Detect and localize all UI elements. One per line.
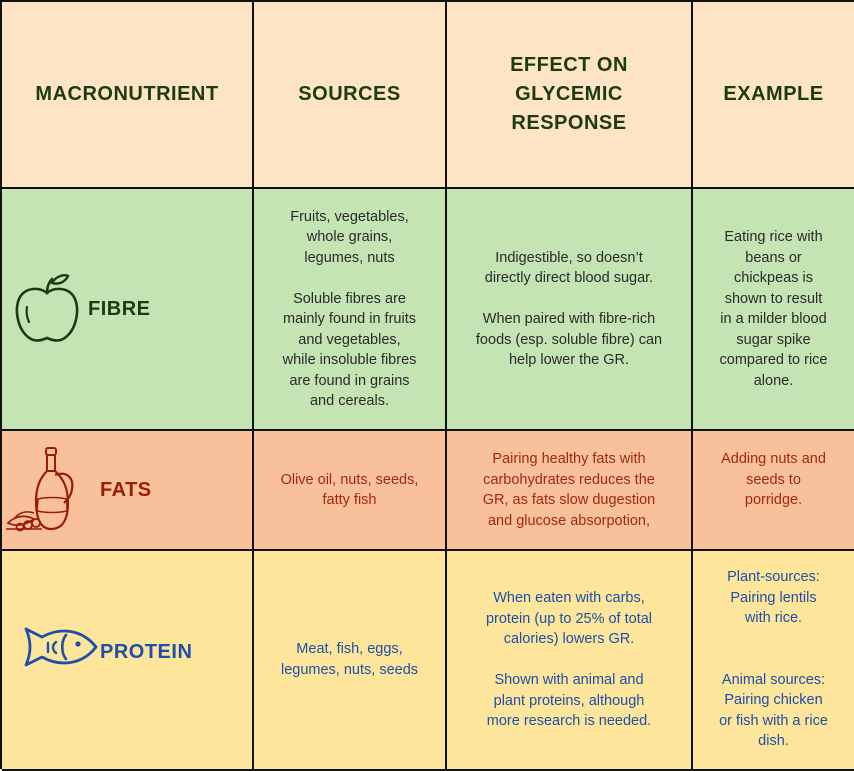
fibre-sources-line-9: are found in grains (283, 371, 417, 392)
fibre-example: Eating rice with beans or chickpeas is s… (693, 189, 854, 431)
protein-example-text: Plant-sources: Pairing lentils with rice… (719, 567, 828, 752)
protein-effect: When eaten with carbs, protein (up to 25… (447, 551, 693, 771)
protein-effect-line-1: When eaten with carbs, (486, 588, 652, 609)
header-effect-line-1: EFFECT ON (510, 51, 628, 80)
protein-example-line-7: Pairing chicken (719, 690, 828, 711)
header-effect: EFFECT ON GLYCEMIC RESPONSE (447, 2, 693, 189)
protein-sources-line-1: Meat, fish, eggs, (281, 639, 418, 660)
fibre-sources: Fruits, vegetables, whole grains, legume… (254, 189, 447, 431)
fibre-example-line-1: Eating rice with (720, 227, 828, 248)
fibre-macro-cell: FIBRE (2, 189, 254, 431)
fats-effect-line-1: Pairing healthy fats with (483, 449, 655, 470)
protein-sources-line-2: legumes, nuts, seeds (281, 660, 418, 681)
fats-effect-line-2: carbohydrates reduces the (483, 470, 655, 491)
protein-effect-line-3: calories) lowers GR. (486, 629, 652, 650)
fibre-sources-line-5: Soluble fibres are (283, 289, 417, 310)
fibre-effect-line-6: help lower the GR. (476, 350, 662, 371)
fibre-sources-line-6: mainly found in fruits (283, 309, 417, 330)
fibre-sources-line-2: whole grains, (283, 227, 417, 248)
fats-effect-line-3: GR, as fats slow dugestion (483, 490, 655, 511)
apple-icon (14, 273, 80, 345)
macronutrient-table: MACRONUTRIENT SOURCES EFFECT ON GLYCEMIC… (0, 0, 854, 769)
protein-macro-cell: PROTEIN (2, 551, 254, 771)
fibre-example-line-2: beans or (720, 248, 828, 269)
oil-bottle-icon (6, 445, 92, 535)
header-sources-label: SOURCES (298, 80, 400, 109)
fats-example-text: Adding nuts and seeds to porridge. (721, 449, 826, 511)
protein-label: PROTEIN (100, 625, 192, 664)
fibre-example-line-3: chickpeas is (720, 268, 828, 289)
fats-effect-text: Pairing healthy fats with carbohydrates … (483, 449, 655, 531)
protein-example-line-8: or fish with a rice (719, 711, 828, 732)
protein-example-line-1: Plant-sources: (719, 567, 828, 588)
protein-sources: Meat, fish, eggs, legumes, nuts, seeds (254, 551, 447, 771)
protein-example-line-6: Animal sources: (719, 670, 828, 691)
fish-icon (12, 625, 98, 671)
fats-sources-line-2: fatty fish (281, 490, 419, 511)
fibre-sources-line-1: Fruits, vegetables, (283, 207, 417, 228)
fibre-effect: Indigestible, so doesn’t directly direct… (447, 189, 693, 431)
fats-example-line-3: porridge. (721, 490, 826, 511)
fats-example-line-2: seeds to (721, 470, 826, 491)
fats-effect: Pairing healthy fats with carbohydrates … (447, 431, 693, 551)
fibre-effect-line-4: When paired with fibre-rich (476, 309, 662, 330)
fibre-label: FIBRE (88, 298, 151, 321)
fats-sources-text: Olive oil, nuts, seeds, fatty fish (281, 470, 419, 511)
protein-example: Plant-sources: Pairing lentils with rice… (693, 551, 854, 771)
fats-sources-line-1: Olive oil, nuts, seeds, (281, 470, 419, 491)
fibre-example-line-8: alone. (720, 371, 828, 392)
protein-example-line-9: dish. (719, 731, 828, 752)
protein-example-line-3: with rice. (719, 608, 828, 629)
fats-effect-line-4: and glucose absorpotion, (483, 511, 655, 532)
header-example: EXAMPLE (693, 2, 854, 189)
protein-sources-text: Meat, fish, eggs, legumes, nuts, seeds (281, 639, 418, 680)
fats-example: Adding nuts and seeds to porridge. (693, 431, 854, 551)
protein-effect-text: When eaten with carbs, protein (up to 25… (486, 588, 652, 732)
header-effect-line-2: GLYCEMIC (510, 80, 628, 109)
protein-effect-line-6: plant proteins, although (486, 691, 652, 712)
header-example-label: EXAMPLE (723, 80, 823, 109)
fibre-example-line-6: sugar spike (720, 330, 828, 351)
header-macronutrient: MACRONUTRIENT (2, 2, 254, 189)
fibre-example-line-4: shown to result (720, 289, 828, 310)
header-sources: SOURCES (254, 2, 447, 189)
header-effect-line-3: RESPONSE (510, 109, 628, 138)
fibre-effect-text: Indigestible, so doesn’t directly direct… (476, 248, 662, 371)
fats-sources: Olive oil, nuts, seeds, fatty fish (254, 431, 447, 551)
fibre-sources-line-3: legumes, nuts (283, 248, 417, 269)
fibre-effect-line-2: directly direct blood sugar. (476, 268, 662, 289)
protein-effect-line-2: protein (up to 25% of total (486, 609, 652, 630)
fibre-effect-line-1: Indigestible, so doesn’t (476, 248, 662, 269)
fibre-effect-line-5: foods (esp. soluble fibre) can (476, 330, 662, 351)
fats-macro-cell: FATS (2, 431, 254, 551)
protein-example-line-2: Pairing lentils (719, 588, 828, 609)
fibre-sources-line-7: and vegetables, (283, 330, 417, 351)
header-macronutrient-label: MACRONUTRIENT (35, 80, 218, 109)
fibre-sources-text: Fruits, vegetables, whole grains, legume… (283, 207, 417, 412)
fibre-example-line-5: in a milder blood (720, 309, 828, 330)
fibre-example-line-7: compared to rice (720, 350, 828, 371)
fats-example-line-1: Adding nuts and (721, 449, 826, 470)
fibre-example-text: Eating rice with beans or chickpeas is s… (720, 227, 828, 391)
fats-label: FATS (100, 479, 152, 502)
protein-effect-line-5: Shown with animal and (486, 670, 652, 691)
fibre-sources-line-8: while insoluble fibres (283, 350, 417, 371)
protein-effect-line-7: more research is needed. (486, 711, 652, 732)
fibre-sources-line-10: and cereals. (283, 391, 417, 412)
